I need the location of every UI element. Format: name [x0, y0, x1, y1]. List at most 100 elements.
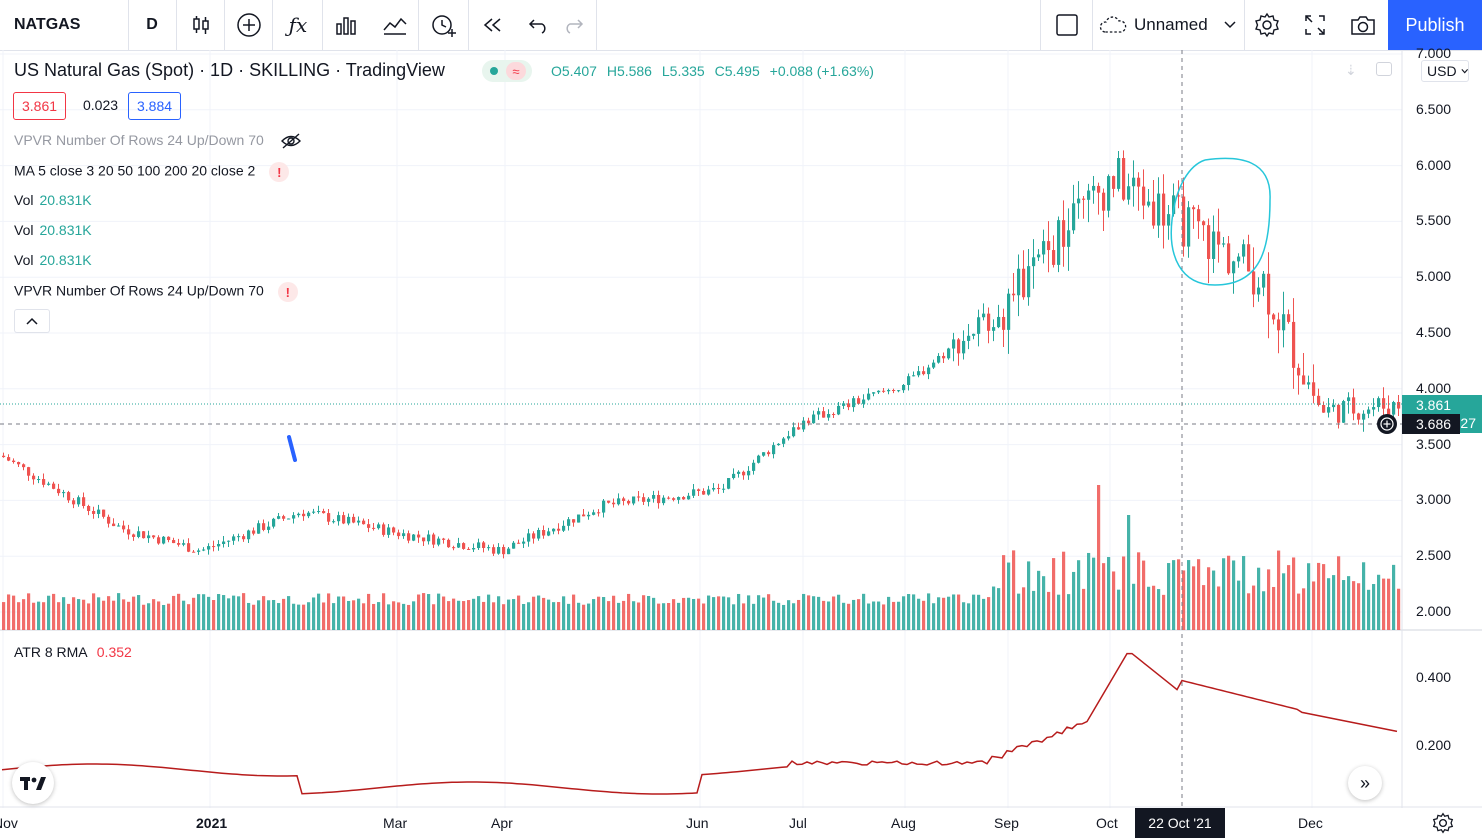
- chart-canvas[interactable]: [0, 50, 1482, 839]
- volume-bar: [1352, 581, 1356, 630]
- bid-price-box[interactable]: 3.861: [13, 92, 67, 120]
- volume-bar: [1027, 561, 1031, 630]
- volume-bar: [27, 593, 31, 630]
- price-axis-label: 5.000: [1416, 268, 1452, 285]
- candle-body: [587, 514, 591, 517]
- volume-bar: [332, 603, 336, 630]
- maximize-pane-icon[interactable]: [1376, 62, 1392, 76]
- candle-body: [1367, 409, 1371, 414]
- candle-body: [617, 498, 621, 505]
- volume-bar: [522, 603, 526, 630]
- candle-body: [592, 512, 596, 515]
- volume-bar: [212, 600, 216, 630]
- indicator-row-vol-1[interactable]: Vol 20.831K: [14, 192, 92, 208]
- redo-icon[interactable]: [552, 0, 594, 50]
- volume-bar: [192, 597, 196, 630]
- fullscreen-icon[interactable]: [1294, 0, 1336, 50]
- candle-body: [842, 403, 846, 406]
- indicator-row-vpvr-hidden[interactable]: VPVR Number Of Rows 24 Up/Down 70: [14, 132, 302, 149]
- volume-bar: [1082, 588, 1086, 630]
- interval-button[interactable]: D: [146, 16, 158, 33]
- volume-bar: [552, 602, 556, 630]
- volume-bar: [502, 604, 506, 630]
- volume-bar: [1107, 557, 1111, 630]
- indicator-row-vpvr[interactable]: VPVR Number Of Rows 24 Up/Down 70!: [14, 282, 298, 302]
- candle-body: [1237, 256, 1241, 262]
- publish-button[interactable]: Publish: [1388, 0, 1482, 50]
- candle-body: [1117, 158, 1121, 189]
- symbol-search-button[interactable]: NATGAS: [14, 16, 81, 33]
- volume-bar: [817, 596, 821, 630]
- volume-bar: [672, 599, 676, 630]
- add-crosshair-icon[interactable]: [1377, 414, 1397, 434]
- layout-square-icon[interactable]: [1046, 0, 1088, 50]
- templates-chart-icon[interactable]: [326, 0, 368, 50]
- volume-bar: [1002, 555, 1006, 630]
- candle-body: [1242, 244, 1246, 257]
- volume-bar: [797, 599, 801, 630]
- volume-bar: [1167, 563, 1171, 630]
- candle-body: [972, 333, 976, 336]
- volume-bar: [647, 595, 651, 630]
- undo-icon[interactable]: [518, 0, 560, 50]
- indicator-name: Vol: [14, 222, 34, 238]
- volume-bar: [562, 596, 566, 630]
- volume-bar: [92, 593, 96, 630]
- candle-body: [687, 495, 691, 500]
- volume-bar: [632, 601, 636, 630]
- volume-bar: [1342, 580, 1346, 630]
- error-icon[interactable]: !: [269, 162, 290, 182]
- candle-body: [522, 541, 526, 544]
- layout-save-button[interactable]: Unnamed: [1098, 0, 1238, 50]
- volume-bar: [1117, 589, 1121, 630]
- ask-price-box[interactable]: 3.884: [128, 92, 182, 120]
- line-chart-icon[interactable]: [374, 0, 416, 50]
- volume-bar: [962, 602, 966, 630]
- candles-icon[interactable]: [180, 0, 222, 50]
- volume-bar: [1367, 589, 1371, 630]
- alert-clock-icon[interactable]: [422, 0, 466, 50]
- candle-body: [672, 498, 676, 500]
- candle-body: [62, 492, 66, 494]
- settings-gear-icon[interactable]: [1246, 0, 1288, 50]
- candle-body: [1077, 198, 1081, 204]
- volume-bar: [1217, 586, 1221, 630]
- candle-body: [7, 457, 11, 461]
- market-status-badge[interactable]: ≈: [482, 60, 532, 82]
- replay-icon[interactable]: [472, 0, 514, 50]
- tradingview-logo-icon[interactable]: [12, 762, 54, 804]
- candle-body: [1197, 209, 1201, 222]
- snapshot-camera-icon[interactable]: [1342, 0, 1384, 50]
- volume-bar: [722, 596, 726, 630]
- candle-body: [762, 452, 766, 456]
- eye-hidden-icon[interactable]: [280, 133, 302, 149]
- scroll-down-icon[interactable]: ⇣: [1345, 62, 1357, 78]
- collapse-legend-button[interactable]: [14, 309, 50, 333]
- indicator-row-vol-3[interactable]: Vol 20.831K: [14, 252, 92, 268]
- error-icon[interactable]: !: [277, 282, 298, 302]
- volume-bar: [982, 598, 986, 630]
- volume-bar: [287, 596, 291, 630]
- chevron-down-icon[interactable]: [1224, 21, 1236, 29]
- volume-bar: [1182, 570, 1186, 630]
- volume-bar: [427, 594, 431, 630]
- axis-settings-gear-icon[interactable]: [1432, 812, 1454, 839]
- indicator-row-vol-2[interactable]: Vol 20.831K: [14, 222, 92, 238]
- chart-overlays: [0, 50, 1402, 808]
- candle-body: [517, 542, 521, 544]
- indicator-row-ma[interactable]: MA 5 close 3 20 50 100 200 20 close 2!: [14, 162, 290, 182]
- indicators-fx-icon[interactable]: ƒx: [288, 13, 308, 37]
- compare-add-icon[interactable]: [228, 0, 270, 50]
- candle-body: [1262, 273, 1266, 288]
- candle-body: [712, 487, 716, 490]
- volume-bar: [1017, 593, 1021, 630]
- volume-bar: [752, 603, 756, 630]
- scroll-to-realtime-icon[interactable]: »: [1348, 766, 1382, 800]
- atr-legend[interactable]: ATR 8 RMA 0.352: [14, 644, 132, 660]
- currency-selector[interactable]: USD: [1421, 60, 1469, 82]
- volume-bar: [957, 594, 961, 630]
- candle-body: [812, 414, 816, 424]
- candle-body: [22, 464, 26, 468]
- volume-bar: [1097, 485, 1101, 630]
- candle-body: [37, 479, 41, 481]
